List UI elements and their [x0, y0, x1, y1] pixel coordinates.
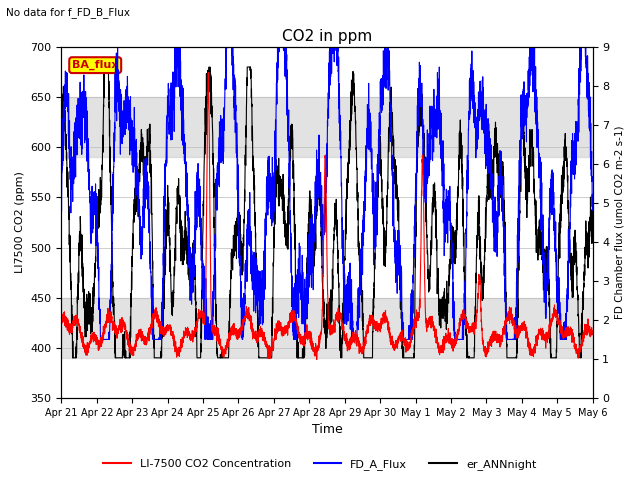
Y-axis label: LI7500 CO2 (ppm): LI7500 CO2 (ppm)	[15, 171, 25, 274]
X-axis label: Time: Time	[312, 423, 342, 436]
Legend: LI-7500 CO2 Concentration, FD_A_Flux, er_ANNnight: LI-7500 CO2 Concentration, FD_A_Flux, er…	[99, 455, 541, 474]
Text: No data for f_FD_B_Flux: No data for f_FD_B_Flux	[6, 7, 131, 18]
Bar	[61, 97, 593, 157]
Title: CO2 in ppm: CO2 in ppm	[282, 29, 372, 44]
Text: BA_flux: BA_flux	[72, 60, 118, 70]
Y-axis label: FD Chamber flux (umol CO2 m-2 s-1): FD Chamber flux (umol CO2 m-2 s-1)	[615, 126, 625, 319]
Bar	[61, 298, 593, 358]
